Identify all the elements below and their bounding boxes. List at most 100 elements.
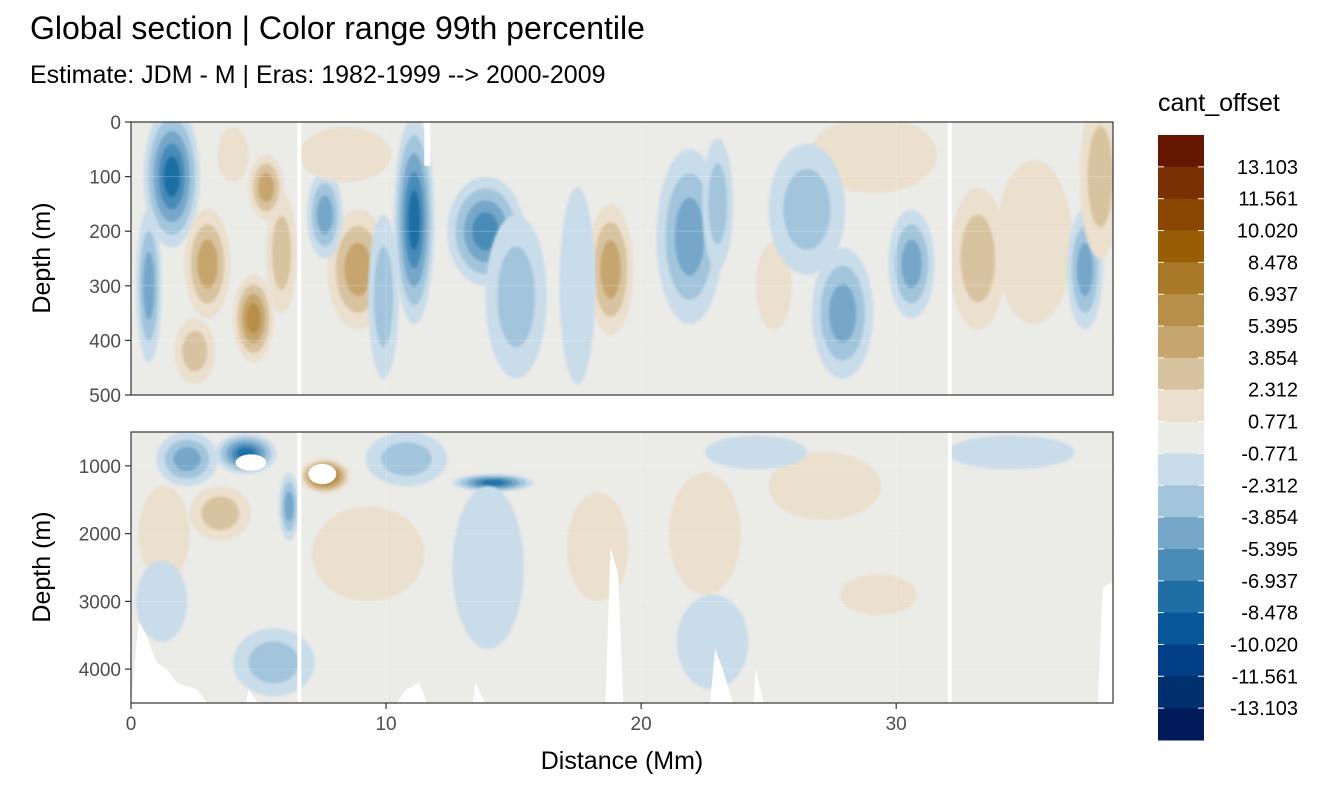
contour-region: [408, 190, 420, 250]
legend-label: -6.937: [1241, 571, 1298, 593]
y-tick-label: 300: [89, 277, 121, 298]
legend-label: 13.103: [1237, 157, 1298, 179]
legend-swatch: [1158, 612, 1204, 645]
legend-swatch: [1158, 644, 1204, 677]
contour-region: [217, 127, 249, 183]
panel-top-y-axis: 0 100 200 300 400 500: [89, 113, 131, 407]
contour-region: [374, 246, 393, 348]
contour-region: [163, 156, 180, 197]
section-gap: [297, 122, 302, 395]
contour-region: [452, 486, 524, 649]
contour-region: [755, 242, 792, 330]
legend-label: 2.312: [1248, 380, 1298, 402]
x-tick-label: 0: [126, 714, 137, 735]
contour-region: [829, 283, 857, 343]
contour-region: [1087, 126, 1113, 227]
legend-swatch: [1158, 485, 1204, 518]
contour-region: [708, 163, 728, 245]
legend-label: 11.561: [1238, 189, 1298, 211]
y-tick-label: 100: [89, 168, 121, 189]
panel-bottom: 1000 2000 3000 4000: [79, 431, 1114, 704]
panel-top-field: [136, 122, 1113, 395]
contour-region: [173, 447, 201, 472]
contour-region: [1077, 242, 1093, 297]
legend-labels: 13.103 11.561 10.020 8.478 6.937 5.395 3.854 2.…: [1230, 157, 1298, 720]
legend-swatch: [1158, 262, 1204, 295]
legend-label: -11.561: [1232, 666, 1298, 688]
contour-region: [248, 641, 299, 684]
legend-swatch: [1158, 135, 1204, 168]
out-of-range-region: [235, 454, 267, 471]
contour-region: [676, 594, 749, 690]
seafloor-mask: [131, 547, 1113, 703]
legend-swatch: [1158, 580, 1204, 614]
section-gap: [947, 432, 952, 703]
legend-swatch: [1158, 517, 1204, 550]
legend-label: -0.771: [1241, 443, 1298, 465]
x-axis-title: Distance (Mm): [541, 747, 704, 775]
legend: cant_offset 13.103 11.561 10.020 8.478 6.937…: [1158, 89, 1298, 741]
panel-bottom-y-axis: 1000 2000 3000 4000: [79, 457, 131, 681]
legend-swatch: [1158, 708, 1204, 741]
y-tick-label: 200: [89, 222, 121, 243]
contour-region: [344, 242, 372, 297]
legend-label: 0.771: [1248, 412, 1298, 434]
legend-swatch: [1158, 166, 1204, 200]
contour-region: [472, 212, 499, 251]
legend-label: -2.312: [1241, 475, 1298, 497]
legend-title: cant_offset: [1158, 89, 1280, 117]
contour-region: [669, 472, 741, 595]
legend-swatch: [1158, 230, 1204, 263]
panel-top: 0 100 200 300 400 500: [89, 113, 1114, 407]
y-tick-label: 2000: [79, 525, 121, 546]
contour-region: [497, 246, 535, 348]
panel-bottom-border: [130, 431, 1114, 704]
legend-swatch: [1158, 421, 1204, 454]
x-tick-label: 20: [631, 714, 652, 735]
contour-region: [704, 435, 807, 470]
contour-region: [197, 239, 218, 289]
contour-region: [312, 506, 425, 602]
contour-region: [381, 442, 432, 476]
out-of-range-region: [424, 122, 431, 166]
legend-label: 3.854: [1248, 348, 1298, 370]
x-tick-label: 10: [375, 714, 396, 735]
y-axis-title-bottom: Depth (m): [28, 511, 56, 622]
legend-label: 5.395: [1248, 316, 1298, 338]
contour-region: [316, 195, 333, 235]
panel-bottom-field: [131, 432, 1113, 703]
contour-region: [246, 303, 261, 334]
legend-swatch: [1158, 389, 1204, 423]
section-gap: [947, 122, 952, 395]
legend-label: -10.020: [1230, 634, 1298, 656]
legend-label: -5.395: [1241, 539, 1298, 561]
legend-label: 6.937: [1248, 284, 1298, 306]
legend-label: -8.478: [1241, 603, 1298, 625]
chart-subtitle: Estimate: JDM - M | Eras: 1982-1999 --> …: [30, 61, 606, 89]
contour-region: [559, 187, 596, 385]
contour-region: [768, 452, 881, 521]
contour-region: [960, 214, 996, 303]
legend-swatch: [1158, 294, 1204, 327]
contour-region: [567, 492, 629, 602]
legend-swatch: [1158, 326, 1204, 359]
y-tick-label: 1000: [79, 457, 121, 478]
contour-region: [182, 331, 208, 372]
y-tick-label: 0: [110, 113, 121, 134]
contour-region: [901, 239, 922, 289]
legend-swatch: [1158, 548, 1204, 582]
legend-swatch: [1158, 676, 1204, 709]
out-of-range-region: [308, 463, 337, 485]
contour-region: [481, 480, 505, 486]
legend-swatch: [1158, 453, 1204, 486]
legend-label: -13.103: [1230, 698, 1298, 720]
x-tick-label: 30: [886, 714, 907, 735]
x-axis: 0 10 20 30: [126, 703, 907, 735]
chart-title: Global section | Color range 99th percen…: [30, 10, 645, 46]
y-axis-title-top: Depth (m): [28, 202, 56, 313]
y-tick-label: 3000: [79, 592, 121, 613]
y-tick-label: 500: [89, 386, 121, 407]
contour-region: [995, 160, 1073, 325]
contour-region: [840, 574, 917, 615]
